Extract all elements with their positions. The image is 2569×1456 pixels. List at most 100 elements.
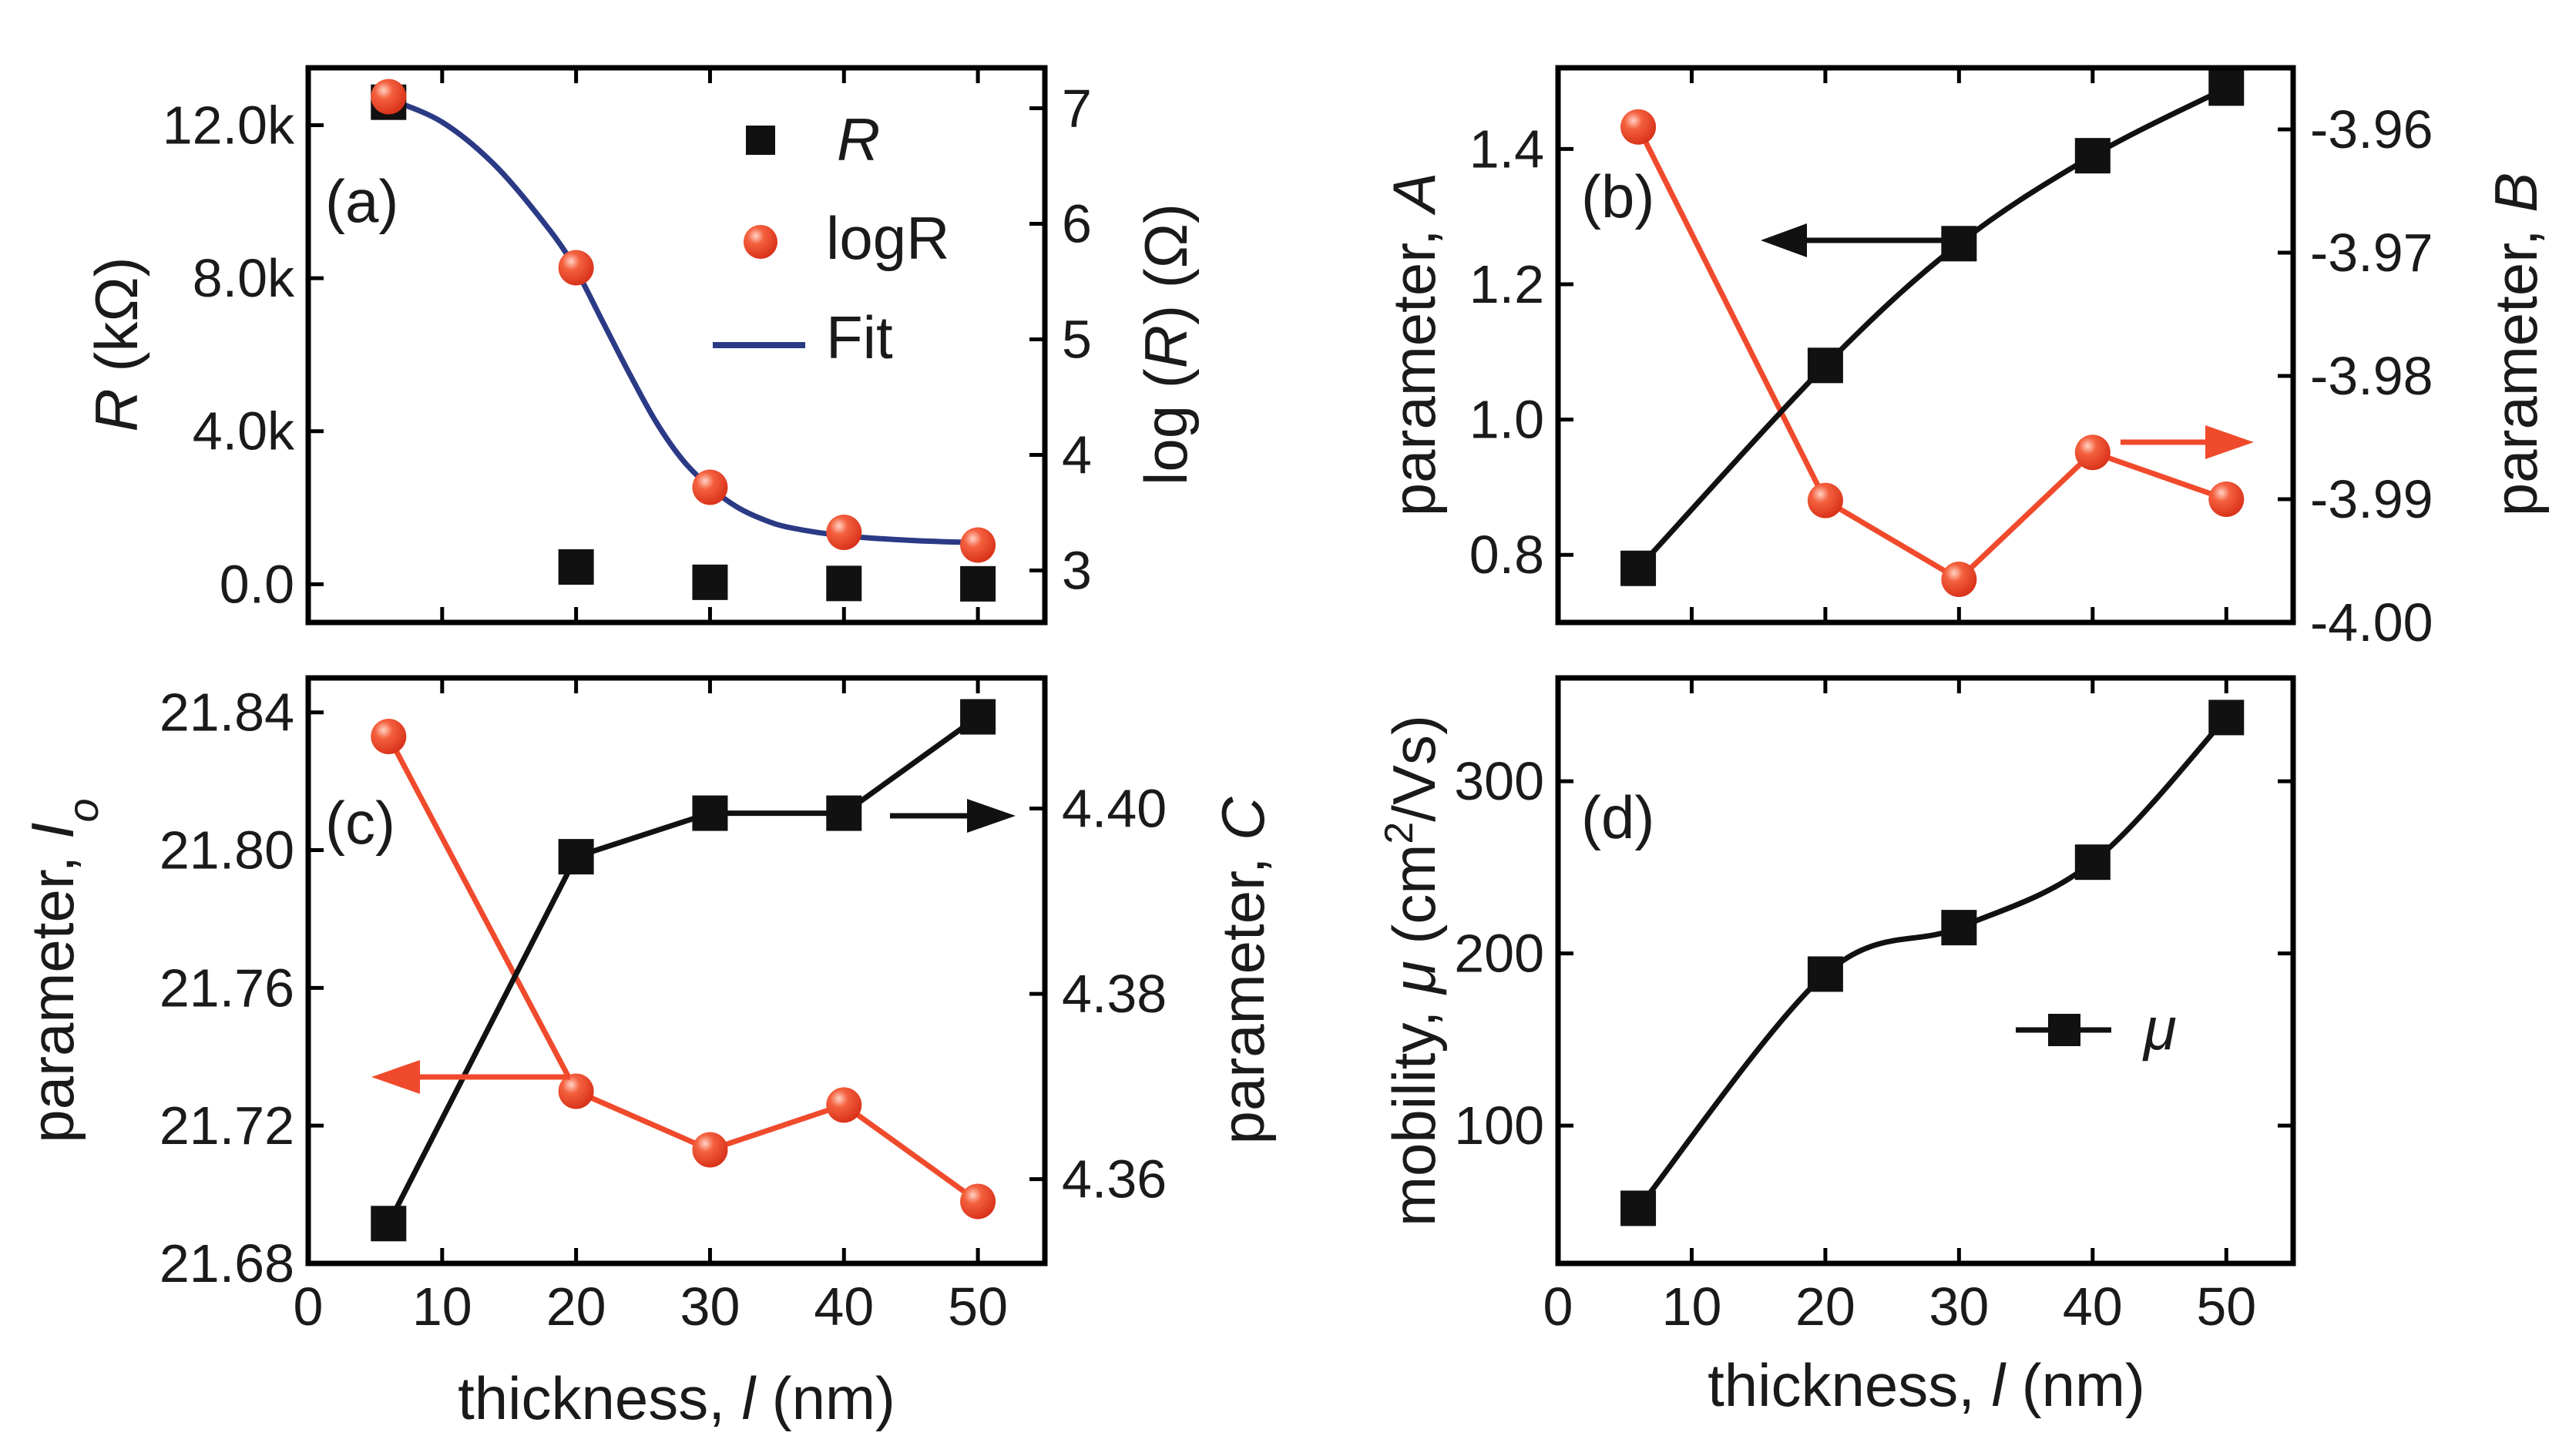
- panel-c-y2tick-labels: 4.36 4.38 4.40: [1062, 779, 1167, 1209]
- a-series-line: [1636, 86, 2228, 571]
- panel-a-frame: [305, 65, 1048, 626]
- panel-b-label: (b): [1581, 163, 1654, 230]
- y-tick-label: 4: [1062, 425, 1092, 485]
- x-tick-label: 40: [814, 1277, 874, 1337]
- logr-point: [692, 469, 728, 505]
- x-tick-label: 0: [294, 1277, 324, 1337]
- c-point: [692, 795, 728, 831]
- y-tick-label: 300: [1454, 751, 1544, 811]
- b-point: [1941, 562, 1977, 597]
- y-tick-label: 4.36: [1062, 1149, 1167, 1209]
- y-tick-label: 21.68: [160, 1233, 294, 1293]
- b-point: [1807, 482, 1843, 518]
- y-tick-label: 4.0k: [193, 401, 295, 461]
- c-point: [826, 795, 862, 831]
- x-tick-label: 30: [680, 1277, 740, 1337]
- a-point: [1941, 226, 1977, 262]
- y-tick-label: 21.76: [160, 958, 294, 1018]
- y-tick-label: 100: [1454, 1095, 1544, 1156]
- panel-b-ytick-labels: 0.8 1.0 1.2 1.4: [1469, 119, 1544, 585]
- panel-a-y2-axis-label: log (R) (Ω): [1132, 203, 1200, 485]
- y-tick-label: -3.97: [2310, 223, 2433, 283]
- y-tick-label: 4.40: [1062, 779, 1167, 839]
- panel-c-ytick-labels: 21.68 21.72 21.76 21.80 21.84: [160, 683, 294, 1293]
- c-point: [558, 839, 594, 875]
- panel-d-x-axis-label: thickness, l (nm): [1708, 1351, 2145, 1419]
- c-point: [960, 699, 996, 735]
- x-tick-label: 50: [2196, 1277, 2256, 1337]
- panel-c-xtick-labels: 0 10 20 30 40 50: [294, 1277, 1008, 1337]
- panel-b-y2tick-labels: -4.00 -3.99 -3.98 -3.97 -3.96: [2310, 99, 2433, 653]
- y-tick-label: 8.0k: [193, 248, 295, 308]
- panel-d-xtick-labels: 0 10 20 30 40 50: [1543, 1277, 2257, 1337]
- y-tick-label: -3.96: [2310, 99, 2433, 159]
- panel-c-y-axis-label: parameter, Io: [18, 798, 107, 1142]
- io-point: [692, 1132, 728, 1168]
- legend-mu-label: μ: [2142, 995, 2177, 1062]
- io-series-line: [386, 735, 980, 1204]
- r-point: [826, 565, 862, 602]
- y-tick-label: 1.2: [1469, 254, 1544, 314]
- panel-a-y-axis-label: R (kΩ): [82, 257, 150, 431]
- panel-b-frame: [1555, 65, 2296, 626]
- y-tick-label: 3: [1062, 541, 1092, 601]
- red-arrow-icon: [371, 1060, 420, 1094]
- panel-c-plot: [306, 678, 1045, 1266]
- a-point: [2074, 138, 2111, 174]
- io-point: [826, 1087, 862, 1123]
- b-point: [2074, 434, 2111, 471]
- legend-r-label: R: [837, 106, 880, 173]
- b-point: [1620, 109, 1657, 145]
- a-point: [1807, 347, 1843, 384]
- y-tick-label: 21.84: [160, 683, 294, 743]
- logr-point: [826, 515, 862, 550]
- x-tick-label: 10: [1662, 1277, 1722, 1337]
- y-tick-label: 0.8: [1469, 525, 1544, 585]
- c-series-line: [386, 714, 980, 1225]
- panel-a-ytick-labels: 0.0 4.0k 8.0k 12.0k: [163, 95, 295, 614]
- mu-point: [1620, 1190, 1657, 1226]
- panel-d-frame: [1555, 675, 2296, 1266]
- y-tick-label: 1.0: [1469, 390, 1544, 450]
- red-arrow-icon: [2205, 425, 2254, 459]
- a-point: [2208, 70, 2245, 106]
- io-point: [558, 1073, 594, 1109]
- panel-c-frame: [305, 675, 1048, 1266]
- panel-b-y2-axis-label: parameter, B: [2482, 173, 2550, 517]
- panel-c-arrows: [371, 799, 1016, 1094]
- panel-d-plot: [1556, 678, 2293, 1263]
- y-tick-label: 200: [1454, 924, 1544, 984]
- y-tick-label: 12.0k: [163, 95, 295, 155]
- y-tick-label: -3.98: [2310, 346, 2433, 406]
- mu-point: [2208, 699, 2245, 736]
- mu-point: [1807, 956, 1843, 992]
- c-point: [371, 1206, 407, 1242]
- io-point: [371, 719, 407, 754]
- legend-fit-label: Fit: [826, 304, 893, 371]
- panel-a-y2tick-labels: 3 4 5 6 7: [1062, 79, 1092, 601]
- y-tick-label: 4.38: [1062, 964, 1167, 1024]
- x-tick-label: 20: [1795, 1277, 1855, 1337]
- panel-d-y-axis-label: mobility, μ (cm2/Vs): [1377, 715, 1448, 1226]
- panel-c-y2-axis-label: parameter, C: [1209, 797, 1277, 1145]
- r-point: [960, 565, 996, 602]
- x-tick-label: 10: [412, 1277, 472, 1337]
- y-tick-label: 21.80: [160, 820, 294, 881]
- y-tick-label: 21.72: [160, 1095, 294, 1156]
- b-point: [2208, 481, 2245, 517]
- black-arrow-icon: [967, 799, 1016, 833]
- panel-a: (a) 0.0 4.0k 8.0k 12.0k 3 4 5 6 7 R (kΩ) log (R…: [82, 65, 1200, 626]
- panel-d-ytick-labels: 100 200 300: [1454, 751, 1544, 1156]
- logr-point: [371, 79, 407, 115]
- logr-point: [558, 250, 594, 286]
- legend-square-marker-icon: [746, 126, 775, 155]
- mu-point: [1941, 910, 1977, 946]
- mu-point: [2074, 844, 2111, 881]
- x-tick-label: 40: [2063, 1277, 2123, 1337]
- x-tick-label: 20: [546, 1277, 606, 1337]
- b-series-line: [1635, 126, 2228, 583]
- panel-d-label: (d): [1581, 783, 1654, 851]
- y-tick-label: 5: [1062, 310, 1092, 370]
